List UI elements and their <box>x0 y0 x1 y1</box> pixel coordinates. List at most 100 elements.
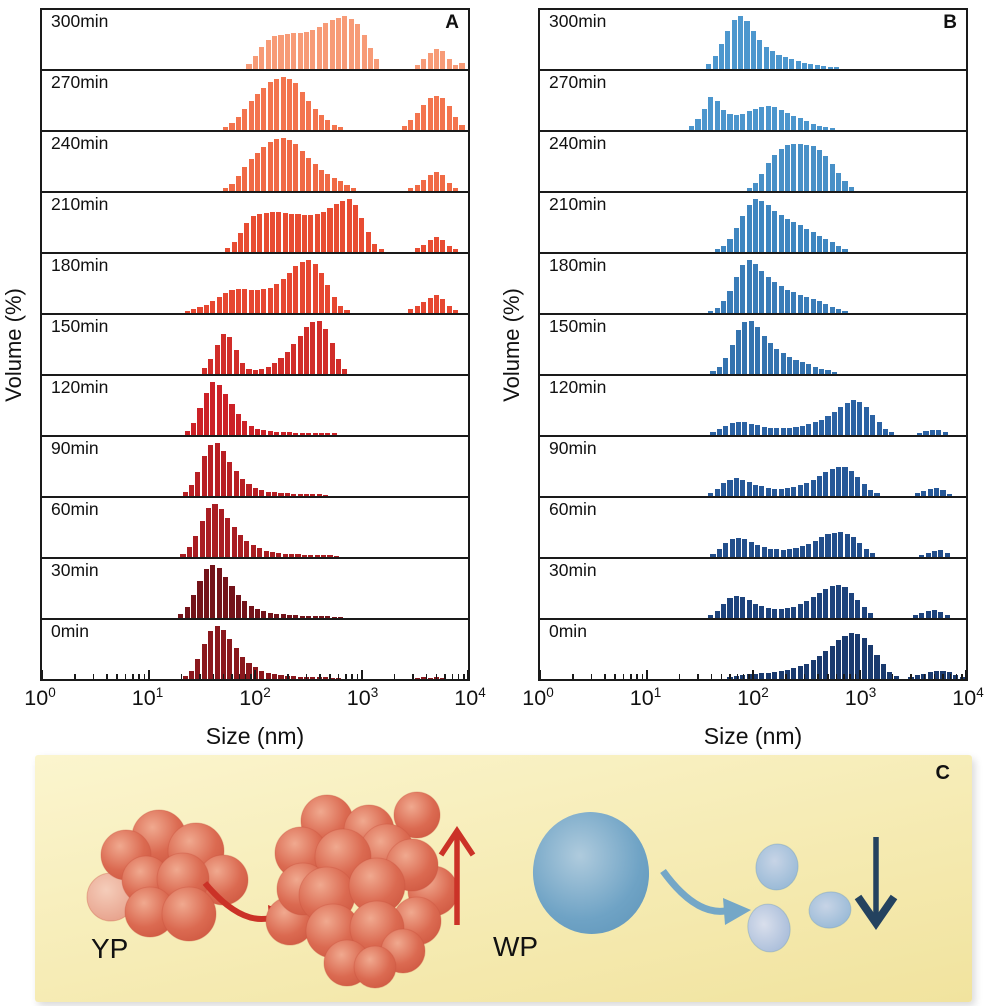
minor-tick <box>212 674 215 679</box>
bar <box>342 15 348 69</box>
bar <box>246 663 252 679</box>
bar <box>797 118 803 130</box>
bar <box>944 615 950 618</box>
bar <box>433 95 440 130</box>
bar <box>810 123 816 130</box>
bar <box>746 259 752 313</box>
bar <box>216 384 222 435</box>
bar <box>753 108 759 130</box>
minor-tick <box>854 674 857 679</box>
bar <box>727 598 733 618</box>
major-tick <box>752 670 754 679</box>
bar <box>784 669 791 679</box>
bar <box>440 98 446 130</box>
wp-label: WP <box>493 931 539 962</box>
bar <box>787 357 793 374</box>
bar <box>233 350 239 374</box>
bar <box>312 164 318 191</box>
bar <box>414 247 420 252</box>
major-tick <box>965 670 967 679</box>
bar <box>797 485 803 496</box>
bar <box>278 358 284 374</box>
minor-tick <box>748 674 750 679</box>
bar <box>791 292 797 313</box>
bar <box>186 547 192 557</box>
bar <box>765 163 771 191</box>
bar <box>295 554 301 557</box>
bar <box>284 33 290 69</box>
bar <box>816 475 822 496</box>
bar <box>318 115 324 130</box>
bar <box>689 125 695 130</box>
bar <box>919 554 925 557</box>
bar <box>446 245 452 252</box>
panel-b-wrap: Volume (%) B 300min 270min 240min 210min 180… <box>499 8 984 749</box>
bar <box>261 289 267 313</box>
bar <box>314 555 320 557</box>
bar <box>746 482 752 496</box>
minor-tick <box>729 674 731 679</box>
bar <box>931 550 938 557</box>
bar <box>286 140 293 191</box>
bar <box>299 261 305 313</box>
major-tick <box>360 670 363 679</box>
bar <box>708 493 714 496</box>
bar <box>825 370 831 374</box>
minor-tick <box>463 674 465 679</box>
histogram-row-150min: 150min <box>42 315 468 376</box>
panel-a-letter: A <box>445 12 459 33</box>
bar <box>338 127 344 130</box>
bar <box>825 415 831 435</box>
bar <box>414 184 420 191</box>
minor-tick <box>92 674 95 679</box>
bar <box>378 248 384 252</box>
bar <box>235 116 241 130</box>
bar <box>887 672 893 679</box>
minor-tick <box>287 674 289 679</box>
minor-tick <box>106 674 108 679</box>
bar <box>265 491 271 496</box>
bar <box>799 546 805 557</box>
bar <box>293 144 299 191</box>
major-tick <box>645 670 648 679</box>
bar <box>784 145 791 191</box>
bar <box>352 205 359 252</box>
minor-tick <box>222 674 225 679</box>
bar <box>229 586 235 618</box>
bar <box>931 609 938 618</box>
bar <box>235 289 241 313</box>
bar <box>427 677 433 679</box>
bar <box>267 142 273 191</box>
bar <box>197 580 203 618</box>
bar <box>274 431 280 435</box>
minor-tick <box>630 674 632 679</box>
bar <box>252 55 258 69</box>
bar <box>836 640 842 679</box>
bar <box>714 249 720 252</box>
bar <box>272 36 278 69</box>
bar <box>778 109 784 130</box>
bar <box>208 631 214 679</box>
minor-tick <box>132 674 134 679</box>
minor-tick <box>116 674 118 679</box>
minor-tick <box>710 674 713 679</box>
bar <box>244 540 250 557</box>
histogram-row-270min: 270min <box>540 71 966 132</box>
bar <box>401 125 408 130</box>
bar <box>733 676 739 679</box>
minor-tick <box>305 674 308 679</box>
bar <box>780 428 786 435</box>
bar <box>338 305 344 313</box>
x-tick-label-10e2: 102 <box>737 685 769 711</box>
bar <box>804 663 810 679</box>
bar <box>414 64 420 69</box>
minor-tick <box>961 674 963 679</box>
bar <box>753 603 759 618</box>
bar <box>327 208 333 252</box>
bar <box>816 301 822 313</box>
bar <box>746 205 752 252</box>
minor-tick <box>641 674 644 679</box>
bar <box>291 33 297 69</box>
bar <box>299 432 305 435</box>
bar <box>774 428 780 435</box>
